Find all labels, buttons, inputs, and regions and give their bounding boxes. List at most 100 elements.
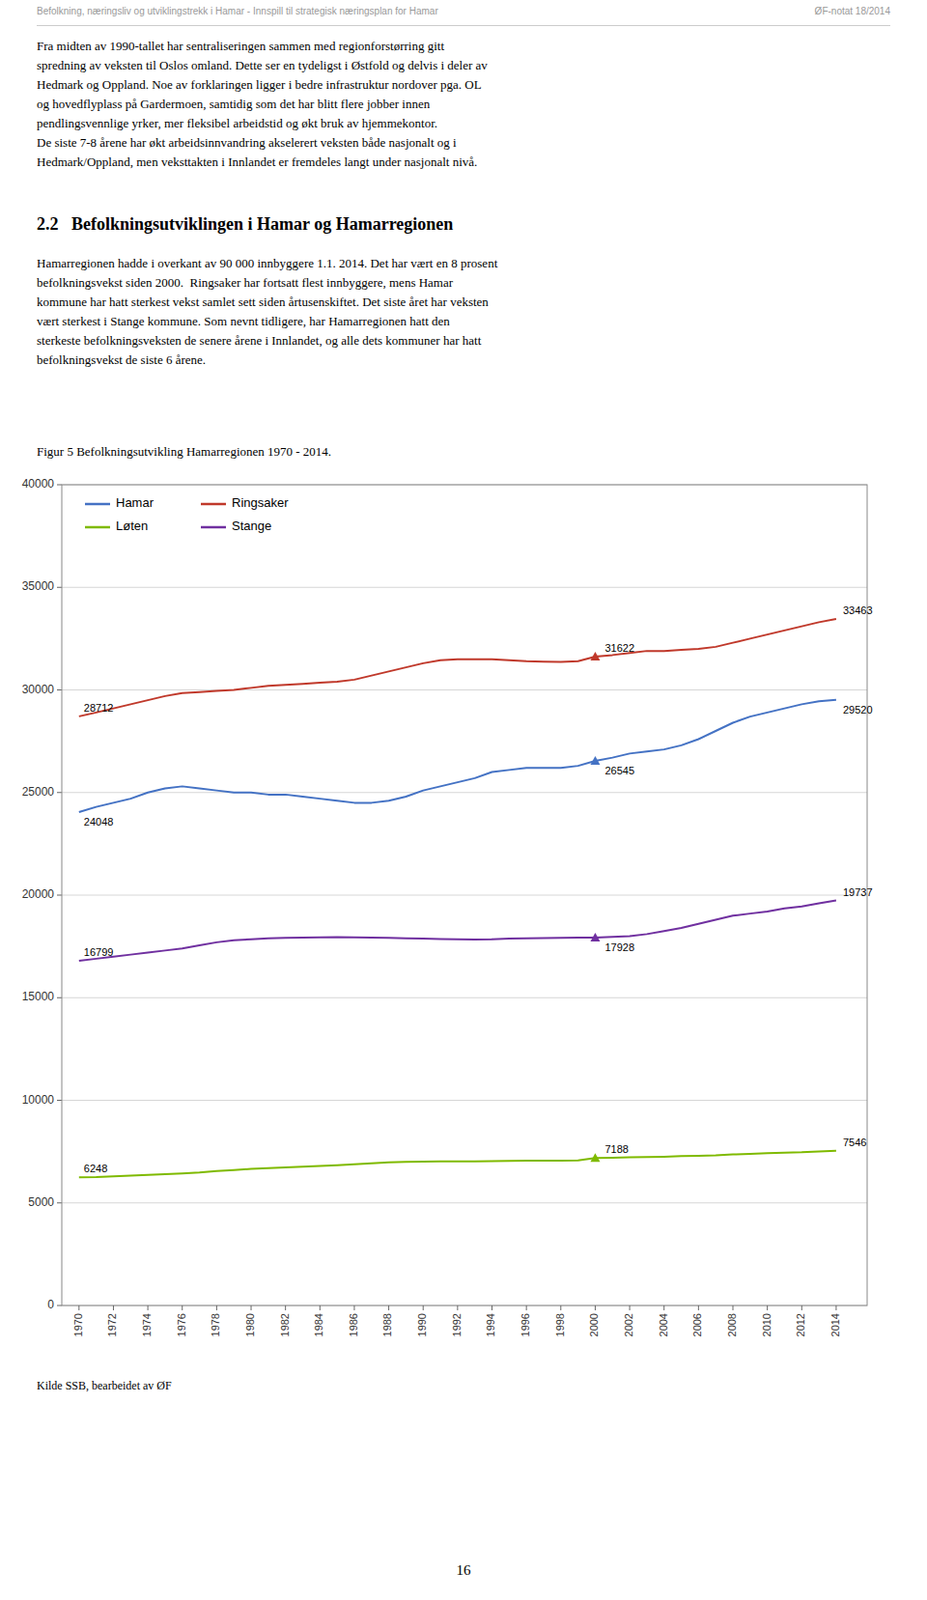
x-tick xyxy=(835,1305,837,1311)
grid-line xyxy=(61,1202,868,1204)
y-tick-label: 35000 xyxy=(22,579,56,593)
y-tick-label: 40000 xyxy=(22,477,56,491)
body-text-line: De siste 7-8 årene har økt arbeidsinnvan… xyxy=(36,135,457,151)
annotation: 7546 xyxy=(842,1136,867,1149)
marker xyxy=(589,932,600,942)
y-tick xyxy=(56,895,62,897)
y-tick-label: 30000 xyxy=(22,682,56,697)
x-tick-label: 1978 xyxy=(209,1313,222,1337)
legend-label: Ringsaker xyxy=(231,495,289,510)
x-tick-label: 1996 xyxy=(519,1313,532,1337)
body-text-line: Fra midten av 1990-tallet har sentralise… xyxy=(36,38,445,55)
body-text-line: Hedmark og Oppland. Noe av forklaringen … xyxy=(36,77,482,93)
annotation: 29520 xyxy=(842,703,873,716)
y-tick-label: 15000 xyxy=(22,989,56,1004)
x-tick-label: 1998 xyxy=(554,1313,566,1337)
series-line xyxy=(79,1151,837,1179)
marker xyxy=(589,651,600,661)
x-tick-label: 1988 xyxy=(381,1313,394,1337)
body-text-line: kommune har hatt sterkest vekst samlet s… xyxy=(36,294,489,310)
x-tick-label: 1980 xyxy=(244,1313,256,1337)
y-tick xyxy=(56,587,62,589)
x-tick xyxy=(422,1305,424,1311)
x-tick xyxy=(491,1305,493,1311)
annotation: 6248 xyxy=(84,1162,108,1175)
page-number: 16 xyxy=(0,1562,927,1579)
x-tick xyxy=(560,1305,562,1311)
y-tick xyxy=(56,1099,62,1101)
x-tick-label: 2006 xyxy=(691,1313,703,1337)
legend-swatch xyxy=(84,526,111,530)
chart-source: Kilde SSB, bearbeidet av ØF xyxy=(36,1378,172,1394)
x-tick xyxy=(388,1305,390,1311)
body-text-line: befolkningsvekst siden 2000. Ringsaker h… xyxy=(36,275,453,291)
x-tick xyxy=(78,1305,80,1311)
annotation: 31622 xyxy=(604,642,635,654)
x-tick xyxy=(732,1305,734,1311)
y-tick-label: 20000 xyxy=(22,887,56,901)
legend-swatch xyxy=(200,503,226,506)
x-tick xyxy=(801,1305,803,1311)
x-tick xyxy=(181,1305,183,1311)
series-line xyxy=(79,700,837,813)
series-line xyxy=(79,900,837,961)
header-right: ØF-notat 18/2014 xyxy=(814,5,891,17)
grid-line xyxy=(61,587,868,589)
x-tick xyxy=(216,1305,218,1311)
x-tick xyxy=(112,1305,114,1311)
body-text-line: sterkeste befolkningsveksten de senere å… xyxy=(36,333,481,349)
grid-line xyxy=(61,1099,868,1101)
legend: HamarRingsakerLøtenStange xyxy=(84,495,289,534)
chart: 0500010000150002000025000300003500040000… xyxy=(0,473,927,1362)
x-tick-label: 1984 xyxy=(312,1313,325,1337)
annotation: 26545 xyxy=(604,764,635,777)
marker xyxy=(589,756,600,765)
x-tick xyxy=(147,1305,149,1311)
annotation: 7188 xyxy=(604,1143,628,1155)
marker xyxy=(589,1152,600,1162)
annotation: 19737 xyxy=(842,886,873,899)
header-separator xyxy=(36,25,891,27)
body-text-line: pendlingsvennlige yrker, mer fleksibel a… xyxy=(36,115,438,132)
legend-label: Løten xyxy=(115,518,148,534)
x-tick xyxy=(456,1305,458,1311)
grid-line xyxy=(61,997,868,999)
x-tick-label: 1972 xyxy=(106,1313,118,1337)
x-tick-label: 2004 xyxy=(657,1313,670,1337)
x-tick-label: 1974 xyxy=(140,1313,153,1337)
x-tick-label: 2002 xyxy=(622,1313,635,1337)
grid-line xyxy=(61,689,868,691)
grid-line xyxy=(61,895,868,897)
x-tick xyxy=(319,1305,321,1311)
header-left: Befolkning, næringsliv og utviklingstrek… xyxy=(36,5,439,17)
x-tick xyxy=(663,1305,665,1311)
x-tick xyxy=(698,1305,700,1311)
body-text-line: befolkningsvekst de siste 6 årene. xyxy=(36,352,206,368)
body-text-line: Hedmark/Oppland, men veksttakten i Innla… xyxy=(36,154,478,170)
x-tick xyxy=(353,1305,355,1311)
y-tick xyxy=(56,689,62,691)
x-tick-label: 1990 xyxy=(416,1313,428,1337)
section-heading: 2.2 Befolkningsutviklingen i Hamar og Ha… xyxy=(36,214,453,235)
x-tick-label: 2010 xyxy=(760,1313,773,1337)
x-tick-label: 1994 xyxy=(484,1313,497,1337)
body-text-line: vært sterkest i Stange kommune. Som nevn… xyxy=(36,313,450,330)
body-text-line: Hamarregionen hadde i overkant av 90 000… xyxy=(36,255,498,272)
y-tick xyxy=(56,791,62,793)
x-tick-label: 2008 xyxy=(726,1313,738,1337)
series-line xyxy=(79,618,837,717)
x-tick-label: 1992 xyxy=(450,1313,463,1337)
x-tick-label: 1970 xyxy=(72,1313,85,1337)
x-tick xyxy=(594,1305,596,1311)
legend-label: Stange xyxy=(231,518,272,534)
annotation: 33463 xyxy=(842,604,873,617)
annotation: 24048 xyxy=(84,815,114,828)
x-tick xyxy=(526,1305,528,1311)
y-tick-label: 10000 xyxy=(22,1093,56,1107)
markers xyxy=(589,651,600,1162)
x-tick-label: 2014 xyxy=(829,1313,842,1337)
annotation: 16799 xyxy=(84,946,114,958)
annotation: 28712 xyxy=(84,702,114,714)
x-tick-label: 2012 xyxy=(794,1313,807,1337)
y-tick xyxy=(56,997,62,999)
